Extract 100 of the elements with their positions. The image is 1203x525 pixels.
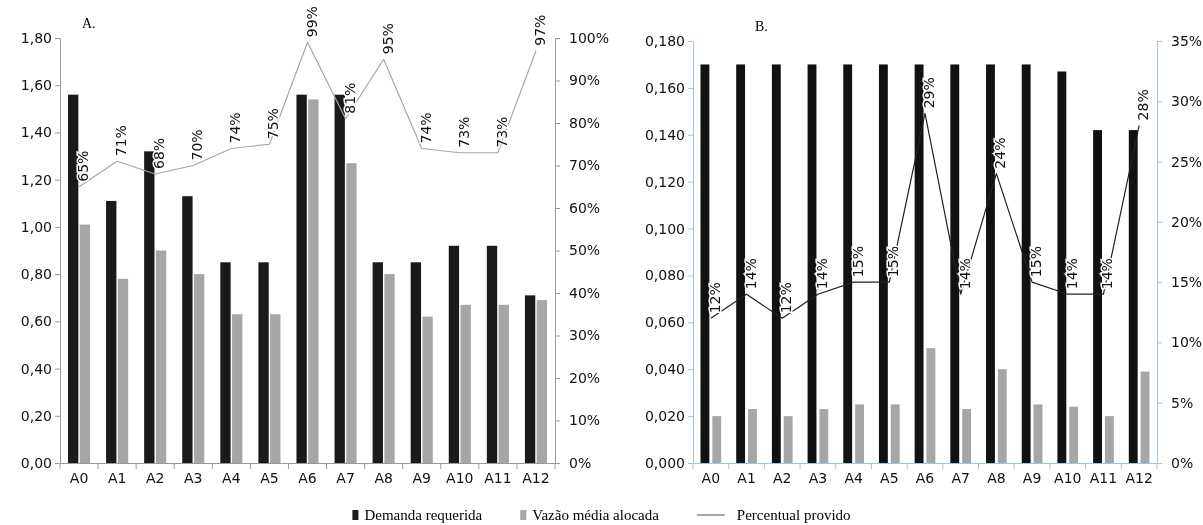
- data-label: 73%: [455, 116, 472, 148]
- bar: [855, 404, 864, 463]
- x-tick-label: A6: [915, 469, 935, 486]
- x-tick-label: A8: [374, 469, 393, 486]
- bar: [79, 224, 91, 463]
- x-tick-label: A11: [1089, 469, 1118, 486]
- bar: [950, 64, 960, 463]
- bar: [914, 64, 924, 463]
- data-label: 75%: [265, 108, 282, 140]
- bar: [422, 316, 433, 463]
- y2-tick-label: 10%: [1171, 334, 1203, 351]
- y2-tick-label: 10%: [569, 412, 601, 429]
- data-label: 29%: [921, 77, 937, 109]
- y2-tick-label: 20%: [569, 369, 601, 386]
- data-label: 24%: [992, 137, 1009, 169]
- bar: [410, 262, 422, 463]
- bar: [1140, 371, 1150, 463]
- x-tick-label: A4: [222, 469, 241, 486]
- x-tick-label: A7: [336, 469, 355, 486]
- bar: [193, 274, 205, 463]
- y2-tick-label: 40%: [569, 284, 601, 301]
- y-tick-label: 0,060: [644, 314, 685, 331]
- data-label: 70%: [189, 129, 206, 161]
- bar: [1033, 404, 1043, 463]
- x-tick-label: A0: [69, 469, 89, 486]
- data-label: 95%: [379, 23, 396, 55]
- y2-tick-label: 0%: [1171, 454, 1194, 471]
- bar: [1069, 406, 1079, 463]
- y-tick-label: 0,080: [644, 267, 685, 284]
- bar: [258, 262, 269, 463]
- data-label: 81%: [341, 82, 358, 114]
- bar: [1104, 416, 1114, 463]
- bar: [334, 94, 345, 463]
- y2-tick-label: 70%: [569, 157, 601, 174]
- bar: [182, 196, 193, 463]
- chart-title: A.: [82, 16, 96, 31]
- y2-tick-label: 15%: [1171, 274, 1203, 291]
- data-label: 14%: [1099, 258, 1116, 290]
- y2-tick-label: 20%: [1171, 213, 1203, 230]
- bar: [926, 348, 936, 463]
- x-tick-label: A7: [951, 469, 970, 486]
- data-label: 15%: [849, 246, 866, 278]
- y-tick-label: 0,020: [644, 408, 685, 425]
- y2-tick-label: 50%: [569, 242, 601, 259]
- y-tick-label: 0,180: [644, 32, 685, 49]
- y2-tick-label: 30%: [1171, 93, 1203, 110]
- y-tick-label: 1,60: [20, 77, 52, 94]
- bar: [106, 200, 117, 463]
- data-label: 71%: [113, 125, 130, 157]
- bar: [372, 262, 383, 463]
- x-tick-label: A2: [772, 469, 792, 486]
- data-label: 74%: [227, 112, 244, 144]
- y2-tick-label: 100%: [569, 29, 610, 46]
- y2-tick-label: 60%: [569, 199, 601, 216]
- y-tick-label: 1,80: [20, 29, 52, 46]
- bar: [878, 64, 888, 463]
- bar: [748, 409, 757, 463]
- bar: [524, 295, 536, 463]
- y2-tick-label: 35%: [1171, 32, 1203, 49]
- line-series: [710, 112, 1140, 319]
- data-label: 14%: [742, 258, 759, 290]
- x-tick-label: A5: [260, 469, 279, 486]
- bar: [1093, 130, 1102, 463]
- bar: [536, 300, 547, 463]
- bar: [1021, 64, 1031, 463]
- y-tick-label: 1,20: [20, 171, 52, 188]
- data-label: 14%: [813, 258, 830, 290]
- y-tick-label: 0,160: [644, 79, 685, 96]
- y2-tick-label: 5%: [1171, 394, 1194, 411]
- x-tick-label: A3: [808, 469, 828, 486]
- bar: [296, 94, 307, 463]
- x-tick-label: A10: [446, 469, 474, 486]
- y-tick-label: 0,140: [644, 126, 685, 143]
- x-tick-label: A6: [298, 469, 317, 486]
- x-tick-label: A1: [107, 469, 127, 486]
- data-label: 14%: [956, 258, 973, 290]
- bar: [68, 94, 79, 463]
- x-tick-label: A12: [1125, 469, 1153, 486]
- chart-title: B.: [755, 19, 768, 34]
- data-label: 14%: [1063, 258, 1080, 290]
- y-tick-label: 1,40: [20, 124, 52, 141]
- bar: [384, 274, 395, 463]
- bar: [1128, 130, 1138, 463]
- x-tick-label: A9: [412, 469, 431, 486]
- y2-tick-label: 90%: [569, 72, 601, 89]
- bar: [890, 404, 900, 463]
- data-label: 15%: [885, 246, 902, 278]
- data-label: 97%: [531, 14, 548, 46]
- y-tick-label: 1,00: [20, 218, 52, 235]
- bar: [997, 369, 1007, 463]
- bar: [448, 245, 460, 463]
- x-tick-label: A12: [522, 469, 550, 486]
- bar: [712, 416, 722, 463]
- bar: [819, 409, 829, 463]
- bar: [962, 409, 972, 463]
- legend-label: Demanda requerida: [364, 507, 483, 523]
- bar: [783, 416, 793, 463]
- y-tick-label: 0,120: [644, 173, 685, 190]
- legend-label: Percentual provido: [736, 507, 851, 523]
- x-tick-label: A10: [1054, 469, 1082, 486]
